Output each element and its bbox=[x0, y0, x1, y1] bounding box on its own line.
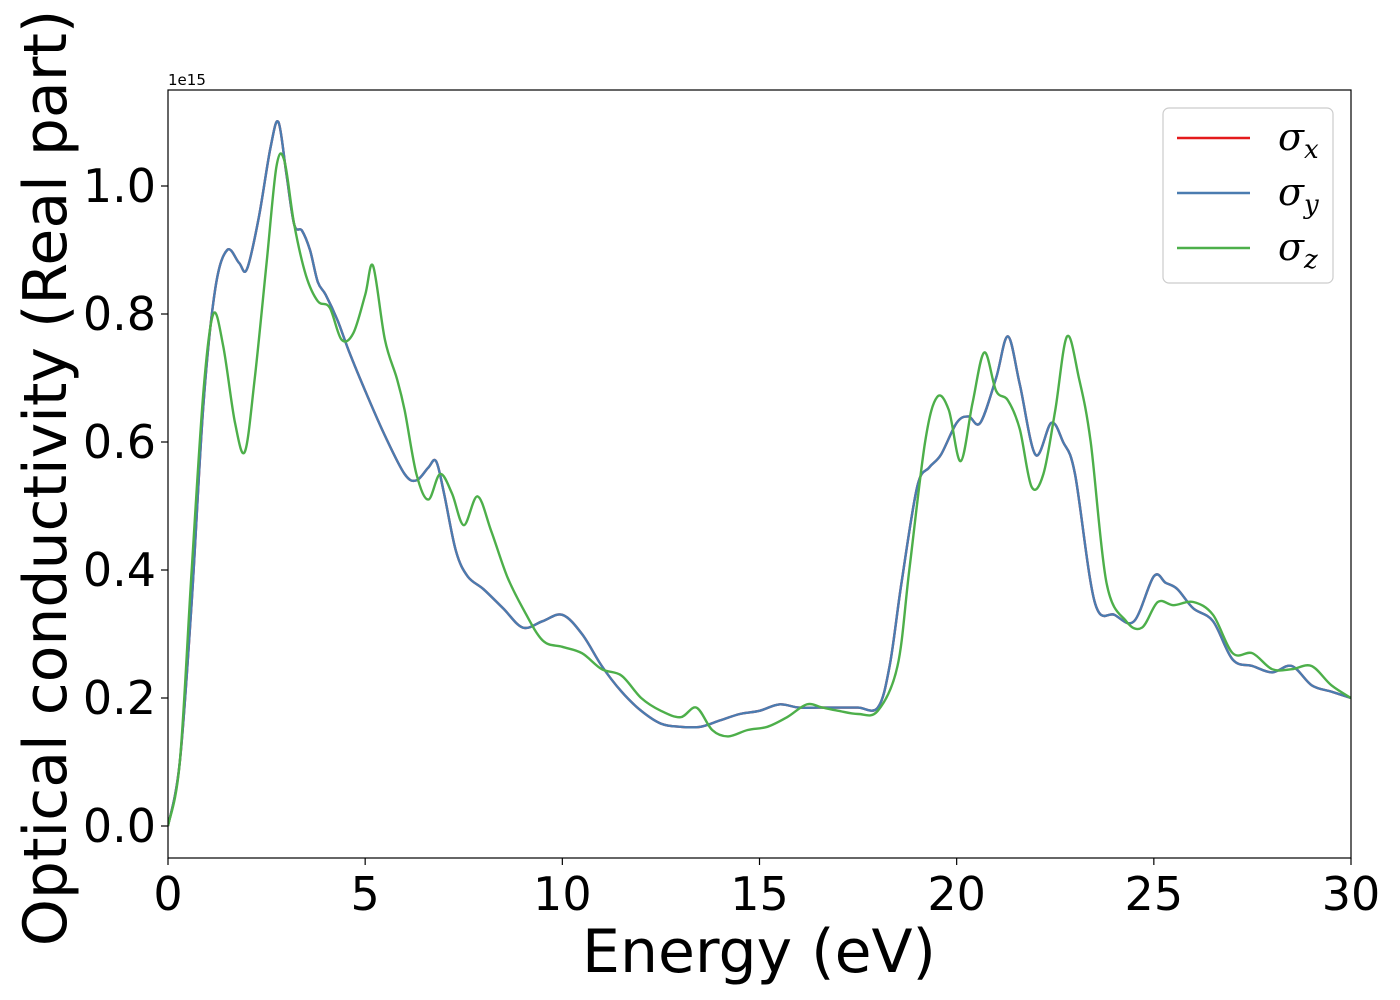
x-tick-label: 25 bbox=[1125, 867, 1184, 921]
x-tick-label: 0 bbox=[153, 867, 182, 921]
y-offset-text: 1e15 bbox=[168, 71, 206, 89]
series-line-z bbox=[168, 152, 1351, 827]
legend-label-x: σx bbox=[1278, 115, 1319, 165]
y-axis-title: Optical conductivity (Real part) bbox=[11, 10, 81, 947]
y-tick-label: 0.4 bbox=[83, 543, 156, 597]
legend-label-z: σz bbox=[1278, 225, 1318, 275]
x-tick-label: 10 bbox=[533, 867, 592, 921]
x-axis-title: Energy (eV) bbox=[582, 917, 936, 987]
y-tick-label: 0.2 bbox=[83, 671, 156, 725]
x-axis: 0 5 10 15 20 25 30 bbox=[153, 858, 1380, 921]
y-axis: 0.0 0.2 0.4 0.6 0.8 1.0 bbox=[83, 159, 168, 853]
legend-box bbox=[1162, 107, 1334, 284]
x-tick-label: 5 bbox=[351, 867, 380, 921]
y-tick-label: 0.6 bbox=[83, 415, 156, 469]
y-tick-label: 0.0 bbox=[83, 799, 156, 853]
x-tick-label: 20 bbox=[927, 867, 986, 921]
y-tick-label: 0.8 bbox=[83, 287, 156, 341]
series-lines bbox=[168, 120, 1351, 827]
y-tick-label: 1.0 bbox=[83, 159, 156, 213]
x-tick-label: 15 bbox=[730, 867, 789, 921]
legend-label-y: σy bbox=[1278, 170, 1319, 220]
x-tick-label: 30 bbox=[1322, 867, 1381, 921]
